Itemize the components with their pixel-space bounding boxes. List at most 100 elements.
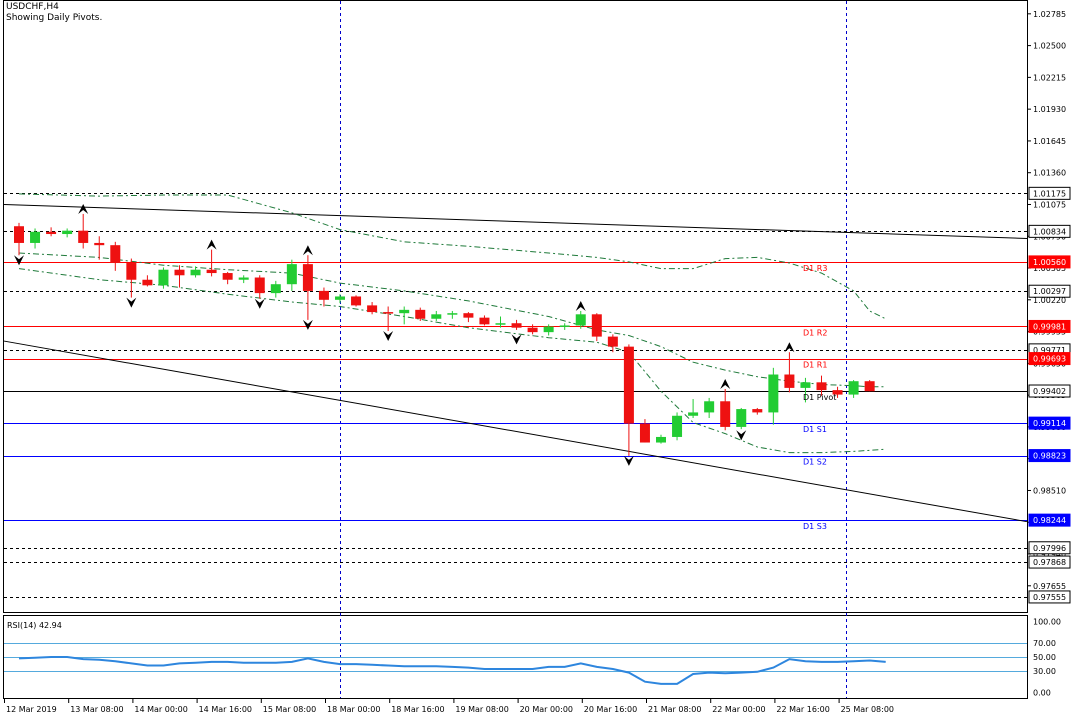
candle-body [14, 226, 24, 243]
axis-box-label: 0.97996 [1033, 544, 1066, 553]
candle-4 [78, 213, 89, 249]
candle-body [848, 381, 859, 395]
candle-body [559, 325, 570, 327]
time-label-8: 20 Mar 00:00 [520, 705, 573, 714]
axis-box-bg [1028, 449, 1071, 463]
axis-box-label: 1.00297 [1033, 287, 1066, 296]
candle-body [672, 415, 683, 437]
candle-body [254, 277, 265, 294]
current-price-box: 0.99402 [1028, 384, 1071, 398]
axis-box-label: 0.97555 [1033, 593, 1066, 602]
price-tick-label-15: 0.98510 [1033, 486, 1066, 495]
pivot-box-4: 0.99114 [1028, 416, 1071, 430]
candle-1 [30, 228, 41, 249]
candle-36 [591, 313, 602, 342]
time-label-9: 20 Mar 16:00 [584, 705, 637, 714]
price-axis: 1.02785 1.02500 1.02215 1.01930 1.01645 1.013… [1027, 10, 1071, 604]
candle-31 [511, 319, 522, 330]
candle-40 [656, 434, 666, 444]
envelope-lower [18, 268, 886, 454]
candle-body [190, 269, 201, 276]
candle-24 [399, 306, 410, 325]
axis-box-bg [1028, 416, 1071, 430]
candle-13 [222, 271, 233, 285]
time-label-6: 18 Mar 16:00 [391, 705, 444, 714]
axis-box-label: 0.97868 [1033, 558, 1066, 567]
rsi-tick-label-1: 70.00 [1033, 639, 1056, 648]
candle-body [383, 312, 394, 314]
candle-50 [816, 375, 827, 396]
candle-body [222, 273, 233, 280]
candle-body [511, 323, 522, 328]
rsi-tick-label-3: 30.00 [1033, 667, 1056, 676]
axis-box-label: 0.98244 [1033, 516, 1066, 525]
candle-16 [270, 280, 281, 298]
price-tick-label-1: 1.02500 [1033, 42, 1066, 51]
candle-12 [206, 249, 217, 277]
axis-box-bg [1028, 224, 1071, 238]
candle-body [94, 242, 105, 246]
candle-6 [110, 241, 121, 271]
fractal-down-3 [302, 319, 313, 330]
chart-subtitle: Showing Daily Pivots. [6, 13, 103, 23]
candle-47 [768, 367, 779, 425]
price-tick-label-6: 1.01075 [1033, 200, 1066, 209]
candle-33 [543, 324, 554, 336]
candle-body [174, 269, 185, 276]
candle-body [110, 245, 121, 264]
axis-box-bg [1028, 319, 1071, 333]
rsi-tick-label-0: 100.00 [1033, 618, 1061, 627]
candle-body [78, 230, 89, 243]
time-label-5: 18 Mar 00:00 [327, 705, 380, 714]
fractal-down-2 [254, 298, 265, 309]
axis-box-bg [1028, 186, 1071, 200]
candle-body [463, 313, 474, 318]
axis-box-label: 1.00834 [1033, 227, 1066, 236]
candle-body [415, 309, 426, 319]
candle-21 [351, 295, 362, 307]
trend-channel [3, 203, 1028, 523]
candle-body [575, 314, 586, 326]
candle-body [720, 401, 731, 427]
candle-body [864, 381, 875, 392]
candle-body [688, 412, 699, 416]
price-tick-label-9: 1.00220 [1033, 296, 1066, 305]
rsi-title: RSI(14) 42.94 [7, 621, 62, 630]
candle-10 [174, 265, 185, 288]
candle-body [286, 264, 297, 285]
level-box-4: 0.97996 [1028, 541, 1071, 555]
price-tick-label-17: 0.97940 [1033, 550, 1066, 559]
pivot-label-6: D1 S3 [803, 522, 827, 531]
candle-body [800, 382, 811, 388]
candle-38 [623, 344, 634, 456]
rsi-line [18, 656, 886, 685]
time-label-0: 12 Mar 2019 [6, 705, 57, 714]
axis-box-bg [1028, 590, 1071, 604]
candle-17 [286, 259, 297, 291]
time-label-13: 25 Mar 08:00 [841, 705, 894, 714]
fractal-up-1 [206, 239, 217, 250]
candle-49 [800, 377, 811, 403]
candle-26 [431, 310, 442, 321]
candle-5 [94, 236, 105, 260]
pivot-box-5: 0.98823 [1028, 449, 1071, 463]
axis-box-label: 0.99402 [1033, 387, 1066, 396]
candle-body [639, 423, 650, 443]
candle-3 [62, 228, 73, 238]
candle-14 [238, 275, 249, 284]
candlesticks [14, 213, 875, 456]
candle-52 [848, 380, 859, 398]
candle-body [142, 279, 153, 286]
candle-body [158, 269, 169, 286]
fractal-arrows [14, 203, 795, 466]
candle-body [527, 327, 538, 333]
candle-37 [607, 334, 618, 353]
time-label-11: 22 Mar 00:00 [712, 705, 765, 714]
candle-20 [335, 294, 345, 304]
candle-body [816, 382, 827, 391]
axis-box-bg [1028, 513, 1071, 527]
axis-box-label: 0.99771 [1033, 346, 1066, 355]
price-tick-label-4: 1.01645 [1033, 137, 1066, 146]
candle-body [318, 290, 329, 300]
